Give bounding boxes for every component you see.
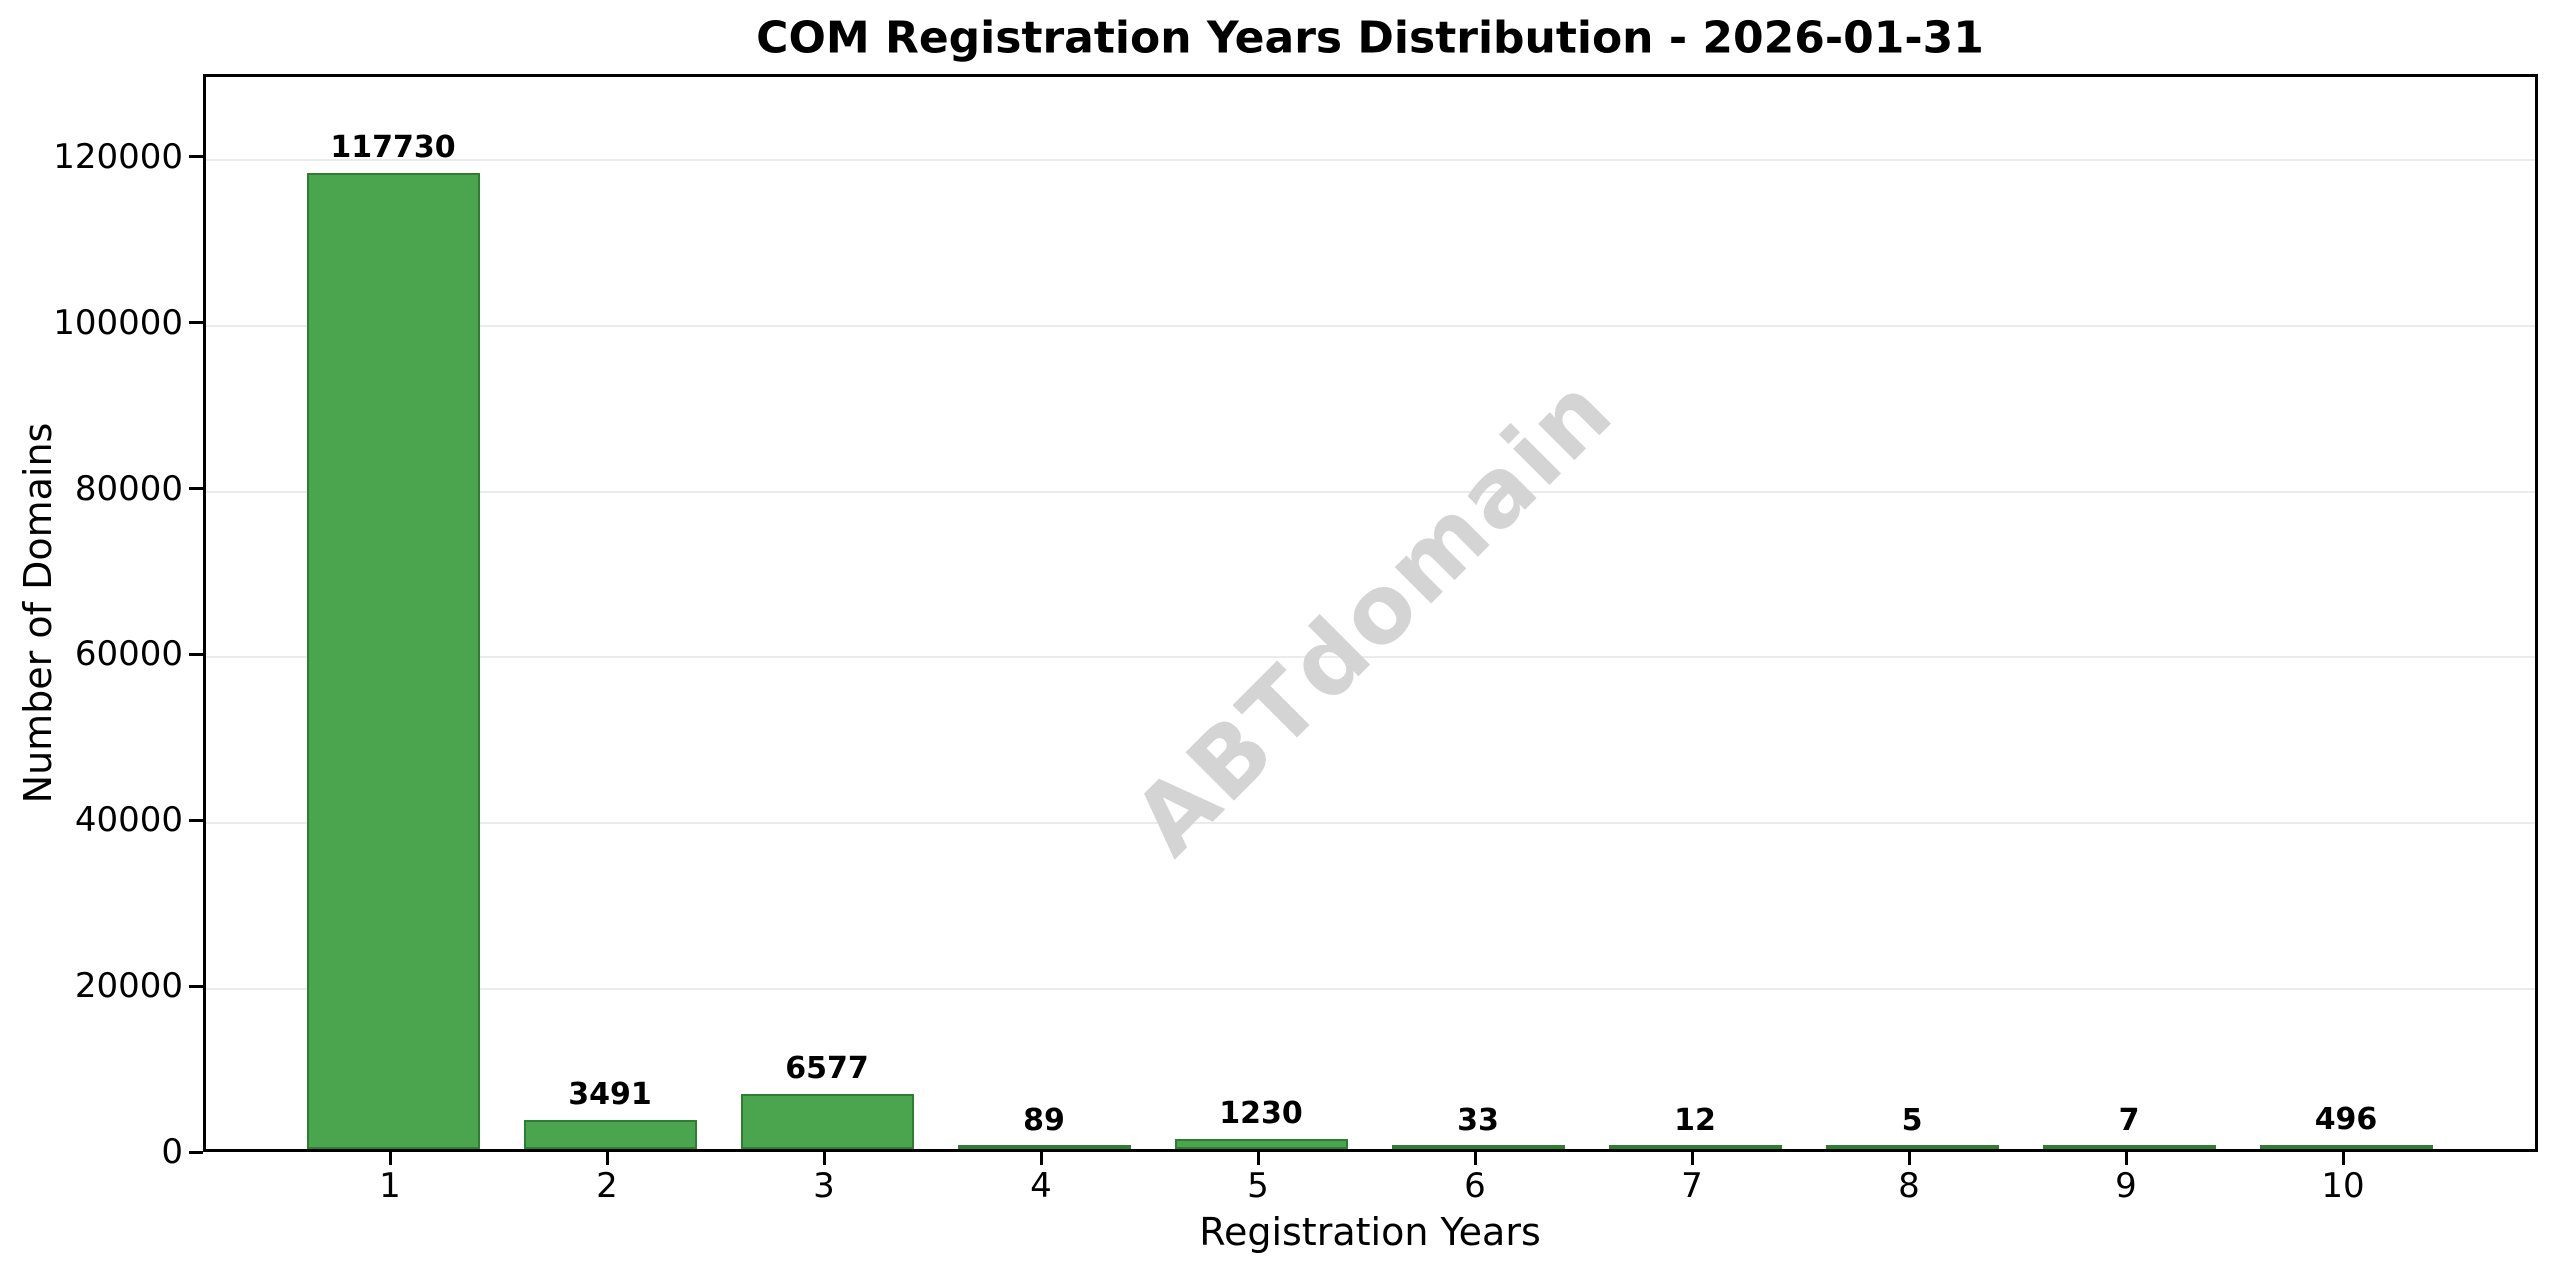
bar bbox=[2259, 1144, 2433, 1149]
gridline bbox=[206, 158, 2535, 161]
x-tick-mark bbox=[822, 1152, 826, 1165]
y-tick-mark bbox=[189, 321, 203, 325]
x-tick-mark bbox=[2124, 1152, 2128, 1165]
bar bbox=[1608, 1145, 1782, 1149]
gridline bbox=[206, 656, 2535, 659]
bar-value-label: 117730 bbox=[330, 129, 456, 165]
plot-area: ABTdomain 117730 3491 6577 89 1230 33 12 5 7 496 bbox=[203, 74, 2538, 1152]
x-tick-label: 1 bbox=[379, 1166, 401, 1206]
x-tick-label: 4 bbox=[1030, 1166, 1052, 1206]
chart-title: COM Registration Years Distribution - 20… bbox=[756, 12, 1984, 64]
gridline bbox=[206, 822, 2535, 825]
bar bbox=[1174, 1138, 1348, 1149]
x-tick-mark bbox=[1039, 1152, 1043, 1165]
x-tick-mark bbox=[388, 1152, 392, 1165]
bar bbox=[306, 172, 480, 1149]
bar-value-label: 12 bbox=[1674, 1103, 1716, 1138]
bar-value-label: 6577 bbox=[785, 1051, 869, 1087]
bar bbox=[740, 1094, 914, 1149]
x-tick-label: 5 bbox=[1247, 1166, 1269, 1206]
bar-value-label: 496 bbox=[2314, 1101, 2378, 1137]
x-tick-mark bbox=[605, 1152, 609, 1165]
y-tick-mark bbox=[189, 487, 203, 491]
y-tick-label: 100000 bbox=[53, 302, 183, 343]
x-axis-label: Registration Years bbox=[1199, 1210, 1541, 1254]
x-tick-label: 10 bbox=[2321, 1166, 2365, 1206]
y-tick-label: 120000 bbox=[53, 136, 183, 177]
gridline bbox=[206, 490, 2535, 493]
bar-value-label: 7 bbox=[2118, 1103, 2140, 1138]
y-tick-label: 40000 bbox=[74, 800, 183, 841]
gridline bbox=[206, 324, 2535, 327]
x-tick-label: 9 bbox=[2115, 1166, 2137, 1206]
bar bbox=[1391, 1145, 1565, 1149]
gridline bbox=[206, 988, 2535, 991]
y-tick-label: 0 bbox=[161, 1132, 183, 1172]
x-tick-label: 3 bbox=[813, 1166, 835, 1206]
x-tick-label: 6 bbox=[1464, 1166, 1486, 1206]
x-tick-mark bbox=[1256, 1152, 1260, 1165]
bar-value-label: 1230 bbox=[1219, 1095, 1303, 1131]
x-tick-label: 8 bbox=[1898, 1166, 1920, 1206]
y-tick-mark bbox=[189, 984, 203, 988]
x-tick-label: 7 bbox=[1681, 1166, 1703, 1206]
y-tick-mark bbox=[189, 1150, 203, 1154]
x-tick-mark bbox=[2341, 1152, 2345, 1165]
y-tick-label: 60000 bbox=[74, 634, 183, 675]
bar-value-label: 3491 bbox=[568, 1077, 652, 1113]
bar bbox=[2042, 1145, 2216, 1149]
watermark-text: ABTdomain bbox=[1112, 355, 1635, 877]
x-tick-mark bbox=[1690, 1152, 1694, 1165]
x-tick-mark bbox=[1473, 1152, 1477, 1165]
y-tick-label: 20000 bbox=[74, 966, 183, 1007]
bar bbox=[523, 1120, 697, 1149]
bar-value-label: 33 bbox=[1457, 1103, 1499, 1138]
bar-value-label: 5 bbox=[1901, 1103, 1923, 1138]
x-tick-label: 2 bbox=[596, 1166, 618, 1206]
y-tick-mark bbox=[189, 818, 203, 822]
x-tick-mark bbox=[1907, 1152, 1911, 1165]
y-tick-mark bbox=[189, 652, 203, 656]
y-tick-label: 80000 bbox=[74, 468, 183, 509]
bar bbox=[957, 1145, 1131, 1149]
y-tick-mark bbox=[189, 155, 203, 159]
bar bbox=[1825, 1145, 1999, 1149]
bar-value-label: 89 bbox=[1023, 1103, 1065, 1138]
